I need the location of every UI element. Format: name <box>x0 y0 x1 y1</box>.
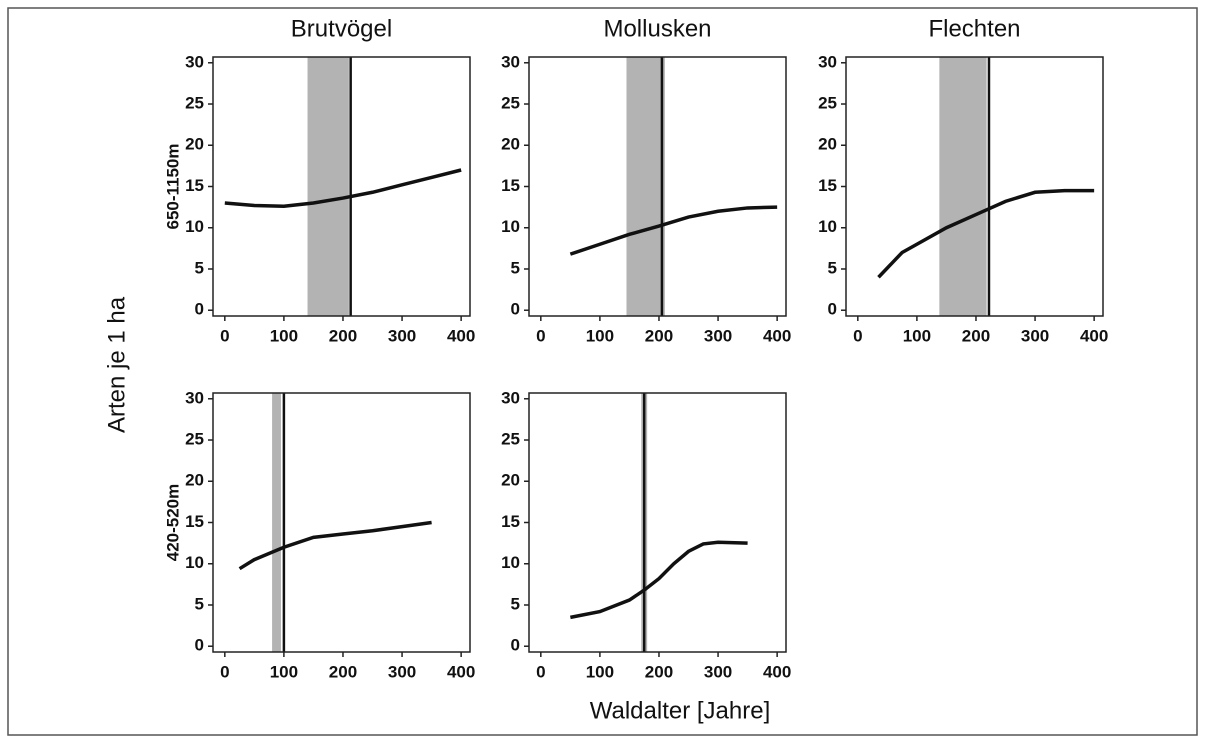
frame <box>528 392 787 653</box>
x-tick-label: 400 <box>447 326 475 345</box>
line <box>570 540 748 620</box>
y-tick-label: 20 <box>501 471 520 490</box>
x-tick-label: 100 <box>586 326 614 345</box>
x-tick-label: 0 <box>536 326 545 345</box>
line <box>224 168 462 209</box>
y-tick-label: 0 <box>828 300 837 319</box>
y-tick-label: 25 <box>185 430 204 449</box>
line <box>877 188 1095 279</box>
y-axis-label: Arten je 1 ha <box>103 296 130 433</box>
x-tick-label: 300 <box>704 326 732 345</box>
x-tick-label: 300 <box>1021 326 1049 345</box>
y-tick-label: 25 <box>818 94 837 113</box>
y-tick-label: 5 <box>828 258 837 277</box>
x-tick-label: 400 <box>1080 326 1108 345</box>
y-tick-label: 30 <box>185 388 204 407</box>
x-tick-label: 400 <box>763 326 791 345</box>
panel-title: Flechten <box>928 15 1020 42</box>
line <box>569 205 778 256</box>
x-tick-label: 300 <box>388 326 416 345</box>
y-tick-label: 5 <box>511 258 520 277</box>
y-tick-label: 30 <box>501 52 520 71</box>
panel-title: Mollusken <box>603 15 711 42</box>
y-tick-label: 5 <box>511 594 520 613</box>
y-tick-label: 20 <box>818 135 837 154</box>
y-tick-label: 30 <box>185 52 204 71</box>
band <box>307 57 349 316</box>
y-tick-label: 20 <box>501 135 520 154</box>
y-tick-label: 0 <box>195 636 204 655</box>
x-tick-label: 0 <box>220 662 229 681</box>
y-tick-label: 0 <box>511 636 520 655</box>
y-tick-label: 5 <box>195 594 204 613</box>
y-tick-label: 5 <box>195 258 204 277</box>
x-tick-label: 100 <box>586 662 614 681</box>
line <box>238 520 432 571</box>
x-tick-label: 400 <box>447 662 475 681</box>
x-tick-label: 400 <box>763 662 791 681</box>
y-tick-label: 15 <box>501 176 520 195</box>
y-tick-label: 15 <box>185 176 204 195</box>
y-tick-label: 0 <box>195 300 204 319</box>
y-tick-label: 20 <box>185 471 204 490</box>
x-tick-label: 200 <box>962 326 990 345</box>
band <box>626 57 665 316</box>
y-tick-label: 15 <box>185 512 204 531</box>
border <box>7 7 1198 736</box>
y-tick-label: 25 <box>501 94 520 113</box>
x-tick-label: 100 <box>903 326 931 345</box>
band <box>272 393 281 652</box>
y-tick-label: 10 <box>818 217 837 236</box>
y-tick-label: 10 <box>501 217 520 236</box>
x-tick-label: 300 <box>704 662 732 681</box>
y-tick-label: 10 <box>185 217 204 236</box>
panel-title: Brutvögel <box>291 15 392 42</box>
x-tick-label: 100 <box>270 662 298 681</box>
x-tick-label: 100 <box>270 326 298 345</box>
x-tick-label: 200 <box>645 326 673 345</box>
x-tick-label: 0 <box>220 326 229 345</box>
x-axis-label: Waldalter [Jahre] <box>590 697 771 724</box>
row-label: 420-520m <box>163 484 182 562</box>
y-tick-label: 25 <box>185 94 204 113</box>
row-label: 650-1150m <box>163 143 182 229</box>
y-tick-label: 15 <box>501 512 520 531</box>
y-tick-label: 30 <box>818 52 837 71</box>
y-tick-label: 10 <box>185 553 204 572</box>
x-tick-label: 0 <box>536 662 545 681</box>
band <box>939 57 987 316</box>
y-tick-label: 15 <box>818 176 837 195</box>
y-tick-label: 30 <box>501 388 520 407</box>
x-tick-label: 200 <box>329 326 357 345</box>
x-tick-label: 300 <box>388 662 416 681</box>
y-tick-label: 10 <box>501 553 520 572</box>
y-tick-label: 20 <box>185 135 204 154</box>
y-tick-label: 0 <box>511 300 520 319</box>
x-tick-label: 0 <box>853 326 862 345</box>
x-tick-label: 200 <box>645 662 673 681</box>
y-tick-label: 25 <box>501 430 520 449</box>
x-tick-label: 200 <box>329 662 357 681</box>
